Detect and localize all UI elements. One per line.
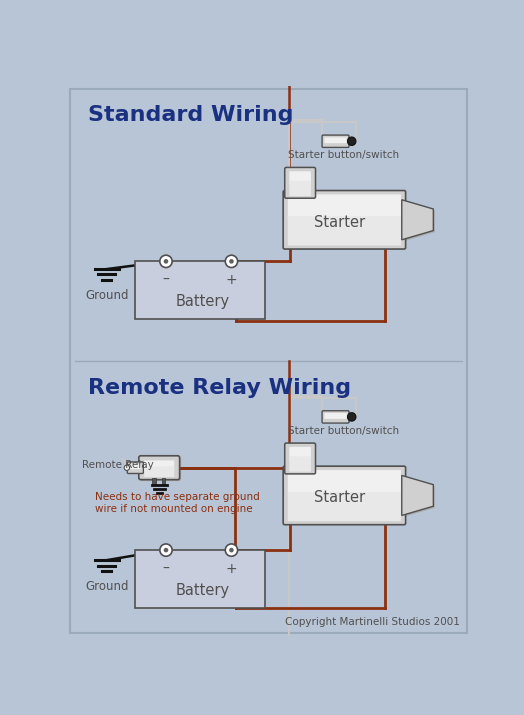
Text: Ground: Ground — [85, 289, 128, 302]
Circle shape — [229, 259, 234, 264]
FancyBboxPatch shape — [288, 194, 401, 221]
Polygon shape — [402, 199, 433, 240]
Polygon shape — [402, 475, 433, 516]
Circle shape — [163, 548, 168, 553]
Circle shape — [347, 413, 356, 421]
FancyBboxPatch shape — [285, 167, 315, 198]
Text: Standard Wiring: Standard Wiring — [88, 105, 293, 125]
Circle shape — [163, 259, 168, 264]
Polygon shape — [403, 202, 435, 242]
Polygon shape — [403, 477, 435, 517]
Text: –: – — [162, 561, 169, 576]
Text: Battery: Battery — [176, 295, 230, 310]
FancyBboxPatch shape — [324, 413, 347, 419]
Circle shape — [347, 137, 356, 145]
Circle shape — [225, 544, 237, 556]
FancyBboxPatch shape — [283, 466, 406, 525]
FancyBboxPatch shape — [288, 492, 401, 521]
FancyBboxPatch shape — [289, 172, 311, 185]
Text: –: – — [162, 273, 169, 287]
FancyBboxPatch shape — [288, 216, 401, 245]
Text: Starter: Starter — [314, 214, 365, 230]
Circle shape — [229, 548, 234, 553]
Text: Ground: Ground — [85, 580, 128, 593]
Bar — [288, 170, 315, 198]
FancyBboxPatch shape — [127, 462, 144, 473]
Text: Starter button/switch: Starter button/switch — [288, 150, 399, 160]
FancyBboxPatch shape — [283, 190, 406, 249]
Bar — [135, 550, 266, 608]
Text: Copyright Martinelli Studios 2001: Copyright Martinelli Studios 2001 — [285, 617, 460, 627]
FancyBboxPatch shape — [288, 470, 401, 496]
Circle shape — [160, 544, 172, 556]
Text: Remote Relay Wiring: Remote Relay Wiring — [88, 378, 351, 398]
FancyBboxPatch shape — [322, 135, 349, 147]
FancyBboxPatch shape — [285, 443, 315, 474]
Text: Starter button/switch: Starter button/switch — [288, 426, 399, 436]
FancyBboxPatch shape — [144, 460, 174, 470]
Bar — [288, 446, 315, 474]
FancyBboxPatch shape — [139, 455, 180, 480]
FancyBboxPatch shape — [289, 456, 311, 472]
Text: +: + — [226, 561, 237, 576]
FancyBboxPatch shape — [289, 447, 311, 461]
FancyBboxPatch shape — [144, 466, 174, 477]
Circle shape — [124, 465, 129, 470]
FancyBboxPatch shape — [140, 458, 181, 481]
Text: Needs to have separate ground
wire if not mounted on engine: Needs to have separate ground wire if no… — [95, 493, 260, 514]
Text: Remote Relay: Remote Relay — [82, 460, 154, 470]
Circle shape — [160, 255, 172, 267]
Text: +: + — [226, 273, 237, 287]
Bar — [161, 478, 166, 485]
Text: Starter: Starter — [314, 490, 365, 506]
Bar — [135, 262, 266, 319]
FancyBboxPatch shape — [129, 464, 141, 469]
Bar — [286, 194, 406, 249]
FancyBboxPatch shape — [322, 410, 349, 423]
FancyBboxPatch shape — [289, 181, 311, 196]
Bar — [152, 478, 156, 485]
Text: Battery: Battery — [176, 583, 230, 598]
Bar — [286, 469, 406, 525]
FancyBboxPatch shape — [324, 137, 347, 143]
Circle shape — [225, 255, 237, 267]
